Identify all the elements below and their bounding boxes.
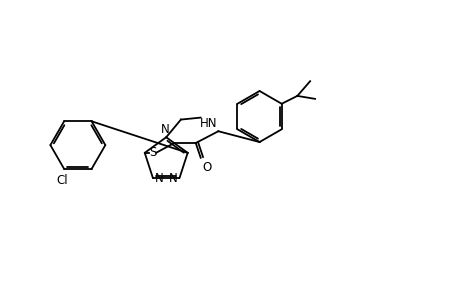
Text: N: N [155,172,163,185]
Text: O: O [202,161,212,174]
Text: N: N [168,172,177,185]
Text: Cl: Cl [56,174,68,187]
Text: N: N [161,123,170,136]
Text: S: S [149,146,156,159]
Text: HN: HN [199,117,217,130]
